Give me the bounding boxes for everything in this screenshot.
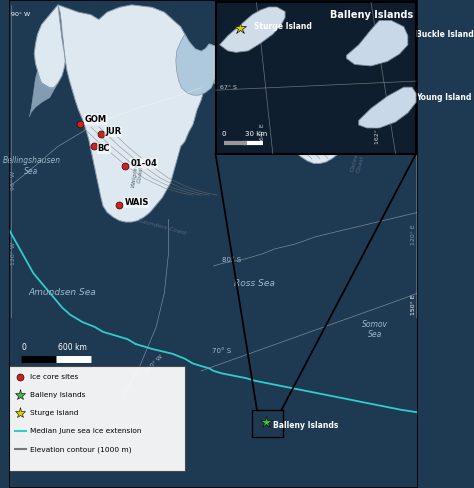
- Polygon shape: [213, 5, 263, 90]
- FancyBboxPatch shape: [9, 366, 185, 471]
- Text: 600 km: 600 km: [58, 343, 87, 352]
- Polygon shape: [176, 34, 219, 95]
- Text: Balleny Islands: Balleny Islands: [329, 10, 413, 20]
- Text: Sturge Island: Sturge Island: [255, 22, 312, 31]
- Text: 0: 0: [22, 343, 27, 352]
- Text: 80° S: 80° S: [222, 257, 241, 263]
- Text: JUR: JUR: [105, 127, 121, 136]
- Text: WAIS: WAIS: [124, 198, 149, 207]
- Polygon shape: [254, 5, 348, 163]
- Text: 70° S: 70° S: [212, 348, 231, 354]
- Text: Oates
Coast: Oates Coast: [350, 153, 365, 174]
- Text: Saunders Coast: Saunders Coast: [138, 218, 187, 236]
- Text: 67° S: 67° S: [220, 84, 237, 90]
- Polygon shape: [58, 5, 216, 222]
- Text: Sturge Island: Sturge Island: [30, 410, 79, 416]
- Text: Ross Sea: Ross Sea: [234, 279, 275, 287]
- Text: 120° W: 120° W: [11, 242, 16, 265]
- Text: Ice core sites: Ice core sites: [30, 374, 78, 380]
- Polygon shape: [34, 5, 65, 88]
- Text: Median June sea ice extension: Median June sea ice extension: [30, 428, 142, 434]
- Text: Buckle Island: Buckle Island: [416, 30, 474, 39]
- Text: 150° E: 150° E: [411, 295, 416, 315]
- Text: 164° E: 164° E: [260, 123, 265, 144]
- Text: 0: 0: [221, 131, 226, 137]
- Text: 30 km: 30 km: [245, 131, 267, 137]
- Polygon shape: [359, 87, 416, 128]
- Text: Young Island: Young Island: [416, 93, 472, 102]
- Text: Amundsen Sea: Amundsen Sea: [28, 288, 96, 297]
- Text: 90° W: 90° W: [11, 12, 30, 17]
- Text: Balleny Islands: Balleny Islands: [273, 421, 338, 430]
- Text: Walgreen
Coast: Walgreen Coast: [130, 158, 145, 189]
- Text: Bellingshausen
Sea: Bellingshausen Sea: [2, 156, 60, 176]
- Text: 120° E: 120° E: [411, 224, 416, 244]
- Text: 162° E: 162° E: [374, 123, 380, 144]
- Text: BC: BC: [98, 144, 110, 153]
- Text: Elevation contour (1000 m): Elevation contour (1000 m): [30, 446, 132, 453]
- FancyBboxPatch shape: [216, 2, 416, 154]
- Polygon shape: [29, 71, 58, 117]
- Text: 90° W: 90° W: [11, 171, 16, 190]
- Polygon shape: [219, 7, 285, 52]
- Text: Somov
Sea: Somov Sea: [362, 320, 388, 339]
- Polygon shape: [346, 20, 408, 66]
- Text: 150° W: 150° W: [144, 354, 164, 373]
- Text: 01-04: 01-04: [130, 159, 157, 168]
- Text: GOM: GOM: [84, 115, 107, 124]
- Text: Balleny Islands: Balleny Islands: [30, 392, 85, 398]
